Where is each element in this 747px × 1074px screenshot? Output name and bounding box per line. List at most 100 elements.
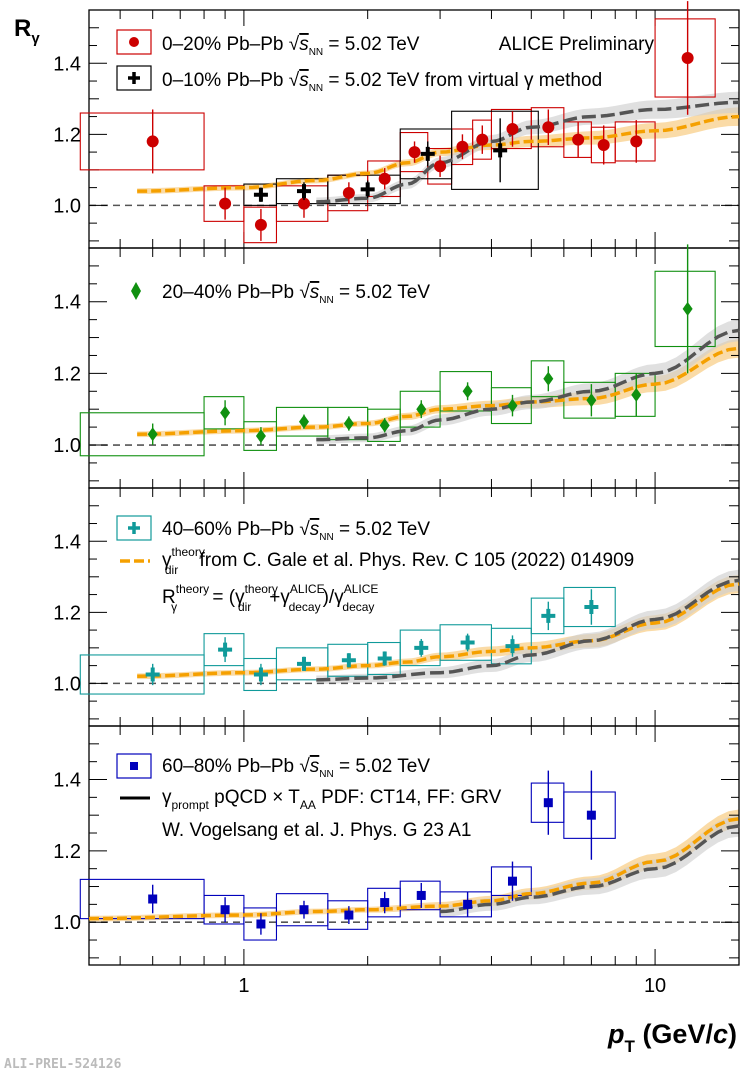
data-point <box>218 642 233 657</box>
data-point <box>298 414 309 429</box>
legend-marker-cross <box>128 72 140 84</box>
y-tick-label: 1.0 <box>53 673 81 695</box>
theory-curves <box>88 100 740 921</box>
data-point <box>378 172 391 185</box>
x-tick-label: 1 <box>238 975 249 997</box>
data-point <box>506 123 519 135</box>
data-point <box>377 651 392 666</box>
sys-box <box>563 791 616 839</box>
data-point <box>586 393 597 408</box>
data-point <box>462 384 473 399</box>
sys-box <box>79 878 205 920</box>
data-point <box>343 416 354 431</box>
sys-box <box>79 112 205 171</box>
y-tick-label: 1.0 <box>53 912 81 934</box>
y-tick-label: 1.4 <box>53 770 81 792</box>
watermark: ALI-PREL-524126 <box>4 1057 122 1072</box>
y-tick-label: 1.2 <box>53 841 81 863</box>
data-point <box>682 301 693 316</box>
data-point <box>630 135 643 148</box>
sys-box <box>563 586 616 628</box>
sys-box <box>79 654 205 695</box>
legend-text-pqcd: γprompt pQCD × TAA PDF: CT14, FF: GRV <box>162 787 502 812</box>
data-point <box>414 640 429 655</box>
data-point <box>463 899 473 909</box>
legend-panel-0: 0–20% Pb–Pb √sNN = 5.02 TeV ALICE Prelim… <box>116 29 655 94</box>
data-point <box>584 600 599 614</box>
sys-box <box>243 206 278 244</box>
axis-ticks <box>89 10 739 965</box>
legend-text-60-80: 60–80% Pb–Pb √sNN = 5.02 TeV <box>162 756 430 780</box>
sys-box <box>654 270 716 348</box>
y-tick-label: 1.4 <box>53 531 81 553</box>
y-tick-label: 1.0 <box>53 435 81 457</box>
theory-curve-p0-1 <box>316 100 740 204</box>
panel-frames <box>88 9 740 966</box>
data-point <box>460 635 475 650</box>
theory-curve-p2-1 <box>316 578 740 682</box>
legend-text-0-20: 0–20% Pb–Pb √sNN = 5.02 TeV <box>162 34 420 58</box>
data-point <box>296 656 311 671</box>
data-point <box>254 218 267 231</box>
data-point <box>341 653 356 668</box>
legend-swatch-0-20 <box>116 29 152 55</box>
data-point <box>380 898 390 908</box>
data-point <box>342 186 355 199</box>
legend-marker-circle <box>129 37 139 47</box>
sys-box <box>79 412 205 457</box>
y-tick-label: 1.0 <box>53 195 81 217</box>
legend-panel-1: 20–40% Pb–Pb √sNN = 5.02 TeV <box>131 282 430 306</box>
data-point <box>220 405 231 420</box>
y-tick-label: 1.2 <box>53 363 81 385</box>
data-point <box>296 184 311 199</box>
data-markers <box>145 1 694 935</box>
data-point <box>255 429 266 444</box>
data-point <box>416 402 427 417</box>
data-point <box>681 51 694 64</box>
data-point <box>147 427 158 442</box>
data-point <box>297 197 310 210</box>
theory-curve-p1-0 <box>137 346 740 437</box>
data-point <box>220 905 230 915</box>
data-point <box>408 146 421 159</box>
data-point <box>493 143 508 158</box>
data-point <box>148 894 158 904</box>
data-point <box>360 182 375 197</box>
theory-curve-p3-0 <box>88 817 740 921</box>
legend-swatch-40-60 <box>116 515 152 541</box>
sys-box <box>203 396 245 430</box>
legend-text-vogelsang: W. Vogelsang et al. J. Phys. G 23 A1 <box>162 820 471 841</box>
theory-band-p1-1 <box>316 319 739 444</box>
data-point <box>344 910 354 920</box>
legend-panel-2: 40–60% Pb–Pb √sNN = 5.02 TeV γtheory dir … <box>116 515 634 614</box>
data-point <box>586 810 596 820</box>
legend-text-rtheory: Rtheory γ = (γtheory dir +γALICE decay)/γALI… <box>162 582 378 614</box>
sys-box <box>490 627 532 665</box>
theory-band-p0-0 <box>137 107 740 195</box>
x-axis-label: pT (GeV/c) <box>607 1019 737 1056</box>
sys-box <box>203 633 245 667</box>
data-point <box>420 146 435 161</box>
y-tick-label: 1.2 <box>53 124 81 146</box>
data-point <box>434 160 447 173</box>
data-point <box>597 138 610 151</box>
panel-frame-3 <box>88 725 740 966</box>
y-axis-label: Rγ <box>14 15 40 47</box>
data-point <box>146 135 159 148</box>
data-point <box>253 667 268 682</box>
data-point <box>145 667 160 682</box>
data-point <box>543 798 553 808</box>
sys-box <box>530 360 565 398</box>
legend-text-20-40: 20–40% Pb–Pb √sNN = 5.02 TeV <box>162 282 430 306</box>
sys-box <box>614 121 656 162</box>
legend-text-40-60: 40–60% Pb–Pb √sNN = 5.02 TeV <box>162 519 430 543</box>
data-point <box>631 387 642 402</box>
legend-swatch-0-10 <box>116 65 152 91</box>
data-point <box>507 876 517 886</box>
data-point <box>542 121 555 134</box>
sys-box <box>654 18 716 98</box>
alice-preliminary: ALICE Preliminary <box>499 34 655 55</box>
data-point <box>541 608 556 623</box>
theory-band-p0-1 <box>316 91 739 207</box>
